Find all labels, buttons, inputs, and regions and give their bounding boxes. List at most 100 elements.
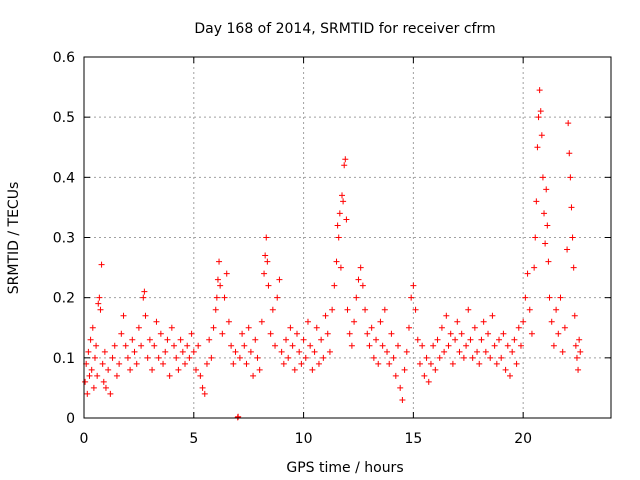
- data-point: [412, 306, 419, 313]
- data-point: [84, 390, 91, 397]
- data-point: [190, 348, 197, 355]
- data-point: [210, 324, 217, 331]
- data-point: [296, 348, 303, 355]
- data-point: [283, 336, 290, 343]
- data-point: [298, 360, 305, 367]
- data-point: [566, 150, 573, 157]
- data-point: [498, 354, 505, 361]
- data-point: [195, 342, 202, 349]
- data-point: [576, 336, 583, 343]
- data-point: [262, 252, 269, 259]
- x-tick-label: 0: [80, 431, 89, 447]
- data-point: [192, 366, 199, 373]
- data-point: [199, 384, 206, 391]
- data-point: [474, 348, 481, 355]
- data-point: [203, 360, 210, 367]
- y-tick-label: 0.4: [53, 170, 75, 186]
- data-point: [228, 342, 235, 349]
- data-point: [346, 330, 353, 337]
- data-point: [95, 300, 102, 307]
- data-point: [168, 324, 175, 331]
- data-point: [403, 348, 410, 355]
- data-point: [133, 360, 140, 367]
- data-point: [342, 156, 349, 163]
- data-point: [357, 264, 364, 271]
- data-point: [337, 264, 344, 271]
- data-point: [534, 144, 541, 151]
- data-point: [131, 348, 138, 355]
- data-point: [141, 288, 148, 295]
- data-points: [82, 87, 584, 421]
- data-point: [460, 354, 467, 361]
- data-point: [577, 348, 584, 355]
- data-point: [109, 354, 116, 361]
- data-point: [550, 342, 557, 349]
- data-point: [118, 330, 125, 337]
- data-point: [302, 354, 309, 361]
- data-point: [511, 336, 518, 343]
- data-point: [96, 294, 103, 301]
- data-point: [291, 366, 298, 373]
- data-point: [129, 336, 136, 343]
- data-point: [256, 366, 263, 373]
- data-point: [386, 360, 393, 367]
- data-point: [408, 294, 415, 301]
- data-point: [377, 318, 384, 325]
- data-point: [315, 360, 322, 367]
- data-point: [166, 372, 173, 379]
- data-point: [487, 354, 494, 361]
- data-point: [441, 348, 448, 355]
- data-point: [531, 264, 538, 271]
- data-point: [82, 378, 89, 385]
- data-point: [559, 348, 566, 355]
- data-point: [567, 174, 574, 181]
- data-point: [500, 330, 507, 337]
- data-point: [449, 360, 456, 367]
- data-point: [517, 342, 524, 349]
- data-point: [179, 348, 186, 355]
- data-point: [447, 330, 454, 337]
- x-tick-label: 20: [514, 431, 532, 447]
- data-point: [157, 330, 164, 337]
- data-point: [311, 348, 318, 355]
- y-axis-label: SRMTID / TECUs: [6, 182, 22, 295]
- data-point: [313, 324, 320, 331]
- data-point: [245, 324, 252, 331]
- data-point: [381, 306, 388, 313]
- data-point: [175, 366, 182, 373]
- data-point: [113, 372, 120, 379]
- data-point: [532, 234, 539, 241]
- data-point: [324, 330, 331, 337]
- data-point: [135, 324, 142, 331]
- data-point: [320, 354, 327, 361]
- data-point: [278, 348, 285, 355]
- data-point: [105, 366, 112, 373]
- data-point: [214, 276, 221, 283]
- data-point: [86, 372, 93, 379]
- data-point: [188, 330, 195, 337]
- data-point: [502, 366, 509, 373]
- data-point: [561, 324, 568, 331]
- data-point: [496, 336, 503, 343]
- data-point: [535, 114, 542, 121]
- data-point: [293, 330, 300, 337]
- data-point: [480, 318, 487, 325]
- data-point: [362, 306, 369, 313]
- data-point: [482, 348, 489, 355]
- data-point: [235, 413, 242, 420]
- data-point: [212, 306, 219, 313]
- data-point: [430, 342, 437, 349]
- data-point: [127, 366, 134, 373]
- data-point: [573, 354, 580, 361]
- data-point: [146, 336, 153, 343]
- data-point: [485, 330, 492, 337]
- data-point: [553, 306, 560, 313]
- data-point: [322, 312, 329, 319]
- data-point: [399, 396, 406, 403]
- data-point: [343, 216, 350, 223]
- data-point: [241, 342, 248, 349]
- data-point: [264, 258, 271, 265]
- data-point: [258, 318, 265, 325]
- data-point: [269, 306, 276, 313]
